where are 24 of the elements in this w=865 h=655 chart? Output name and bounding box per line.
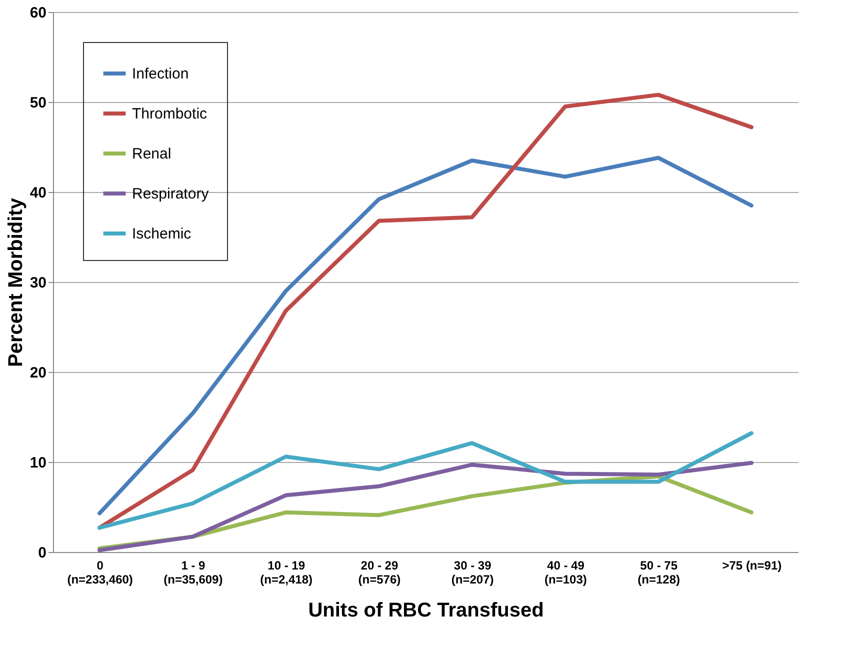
- y-tick-label: 40: [30, 184, 46, 202]
- x-tick-label: 40 - 49 (n=103): [544, 558, 587, 586]
- line-series: [98, 460, 754, 552]
- x-tick-label: >75 (n=91): [722, 558, 782, 572]
- legend-label: Ischemic: [132, 226, 192, 242]
- x-tick-label: 30 - 39 (n=207): [451, 558, 494, 586]
- x-tick-label: 10 - 19 (n=2,418): [260, 558, 312, 586]
- y-tick-label: 20: [30, 364, 46, 382]
- legend-label: Thrombotic: [132, 106, 208, 122]
- y-tick-label: 30: [30, 274, 46, 292]
- y-axis-title: Percent Morbidity: [4, 197, 27, 367]
- line-series: [98, 431, 754, 530]
- y-tick-label: 60: [30, 4, 46, 22]
- x-tick-label: 20 - 29 (n=576): [358, 558, 401, 586]
- x-tick-label: 0 (n=233,460): [67, 558, 133, 586]
- x-tick-label: 1 - 9 (n=35,609): [164, 558, 223, 586]
- x-tick-label: 50 - 75 (n=128): [638, 558, 680, 586]
- y-tick-label: 0: [38, 544, 46, 562]
- legend-label: Respiratory: [132, 186, 210, 202]
- y-tick-label: 10: [30, 454, 46, 472]
- legend-label: Infection: [132, 66, 189, 82]
- y-tick-label: 50: [30, 94, 46, 112]
- x-axis-title: Units of RBC Transfused: [308, 600, 544, 622]
- legend-label: Renal: [132, 146, 172, 162]
